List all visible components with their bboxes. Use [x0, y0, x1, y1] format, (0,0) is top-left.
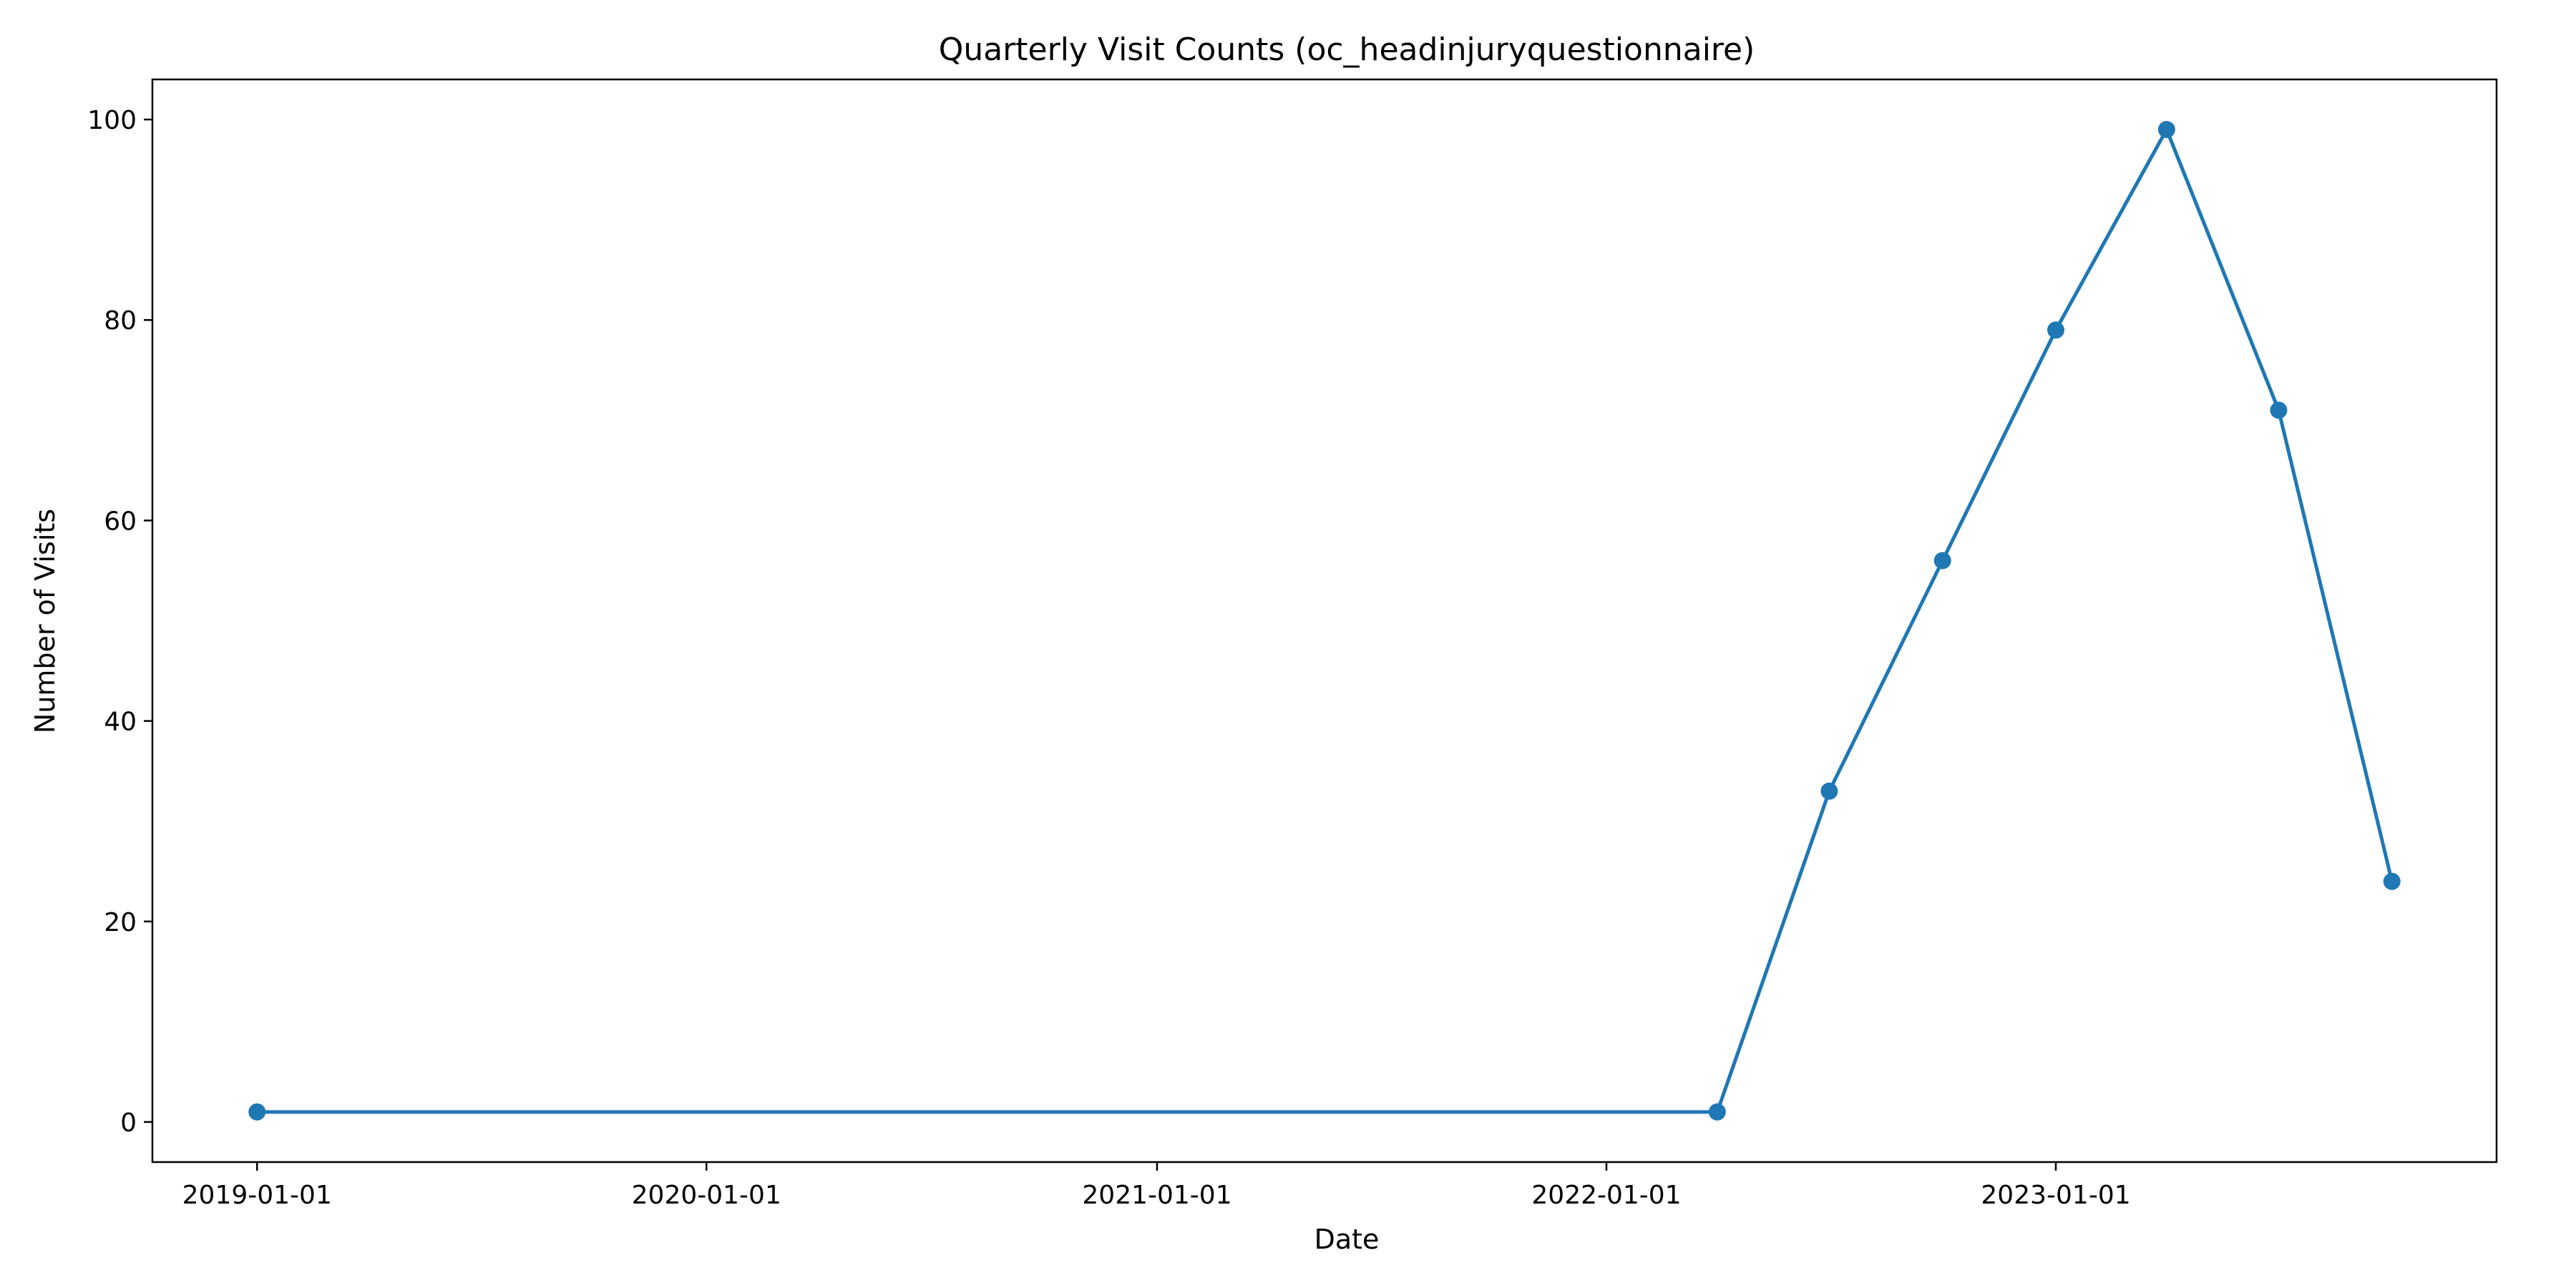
x-axis: 2019-01-01 2020-01-01 2021-01-01 2022-01-01…: [182, 1162, 2131, 1210]
x-tick-label: 2020-01-01: [632, 1181, 781, 1210]
x-tick-label: 2019-01-01: [182, 1181, 332, 1210]
y-tick-label: 20: [104, 908, 137, 937]
data-point: [2270, 401, 2288, 419]
data-point: [2383, 872, 2401, 890]
series-line: [255, 127, 2394, 1114]
x-axis-label: Date: [1314, 1224, 1380, 1255]
y-axis-label: Number of Visits: [29, 509, 61, 733]
chart-title: Quarterly Visit Counts (oc_headinjuryque…: [939, 31, 1755, 68]
axes-frame: [151, 78, 2498, 1163]
x-tick-label: 2021-01-01: [1082, 1181, 1231, 1210]
y-axis: 0 20 40 60 80 100: [87, 106, 152, 1138]
data-point: [1708, 1103, 1726, 1121]
plot-area: [248, 121, 2401, 1121]
data-point: [1933, 552, 1951, 570]
data-point: [2047, 321, 2065, 339]
data-point: [248, 1103, 266, 1121]
data-point: [1820, 782, 1838, 800]
x-tick-label: 2022-01-01: [1531, 1181, 1681, 1210]
y-tick-label: 80: [104, 306, 137, 336]
y-tick-label: 0: [120, 1108, 137, 1138]
y-tick-label: 100: [87, 106, 137, 135]
x-tick-label: 2023-01-01: [1981, 1181, 2130, 1210]
data-point: [2157, 121, 2175, 139]
y-tick-label: 40: [104, 708, 137, 737]
y-tick-label: 60: [104, 507, 137, 536]
